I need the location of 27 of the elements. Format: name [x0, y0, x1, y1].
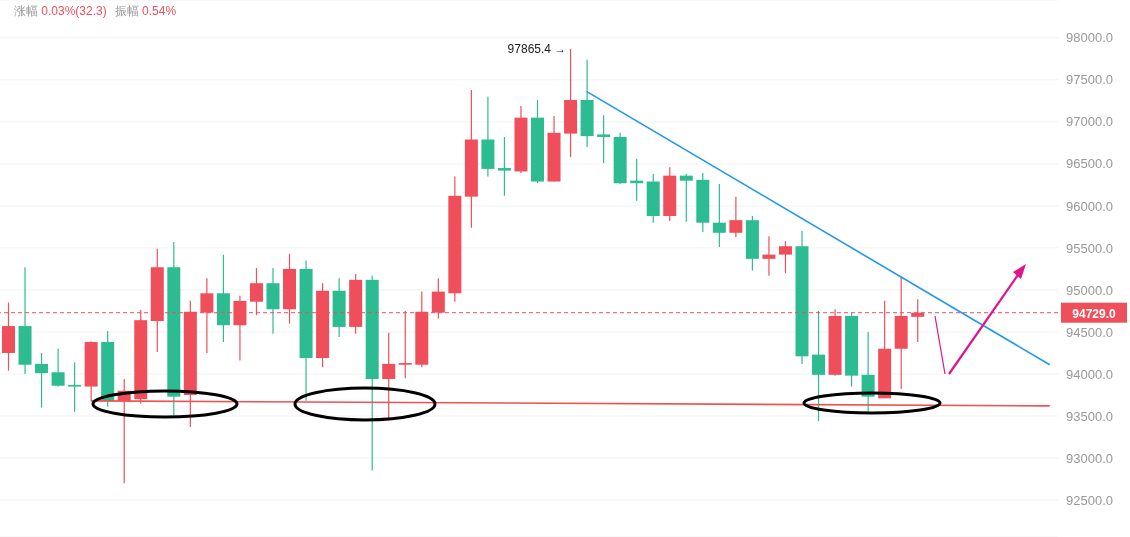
- annotation: 涨幅 0.03%(32.3): [14, 4, 107, 18]
- candlestick: [68, 361, 82, 413]
- y-tick-label: 93000.0: [1066, 450, 1113, 466]
- candlestick: [679, 173, 693, 223]
- candlestick: [597, 114, 611, 164]
- y-tick-label: 96500.0: [1066, 156, 1113, 172]
- candlestick: [729, 196, 743, 238]
- ref-line-label: 94729.0: [1072, 306, 1117, 321]
- candlestick: [812, 310, 826, 422]
- candlestick: [778, 240, 792, 274]
- y-tick-label: 94000.0: [1066, 366, 1113, 382]
- y-tick-label: 95000.0: [1066, 282, 1113, 298]
- y-tick-label: 97000.0: [1066, 114, 1113, 130]
- y-tick-label: 98000.0: [1066, 30, 1113, 46]
- candlestick: [497, 136, 511, 197]
- candlestick: [51, 348, 65, 388]
- candlestick: [762, 235, 776, 277]
- y-tick-label: 94500.0: [1066, 324, 1113, 340]
- candlestick: [35, 352, 49, 409]
- candlestick: [712, 183, 726, 248]
- y-tick-label: 97500.0: [1066, 72, 1113, 88]
- annotation: 振幅 0.54%: [114, 4, 177, 18]
- y-tick-label: 96000.0: [1066, 198, 1113, 214]
- annotation: 97865.4 →: [507, 42, 567, 57]
- y-tick-label: 95500.0: [1066, 240, 1113, 256]
- y-tick-label: 93500.0: [1066, 408, 1113, 424]
- y-tick-label: 92500.0: [1066, 492, 1113, 508]
